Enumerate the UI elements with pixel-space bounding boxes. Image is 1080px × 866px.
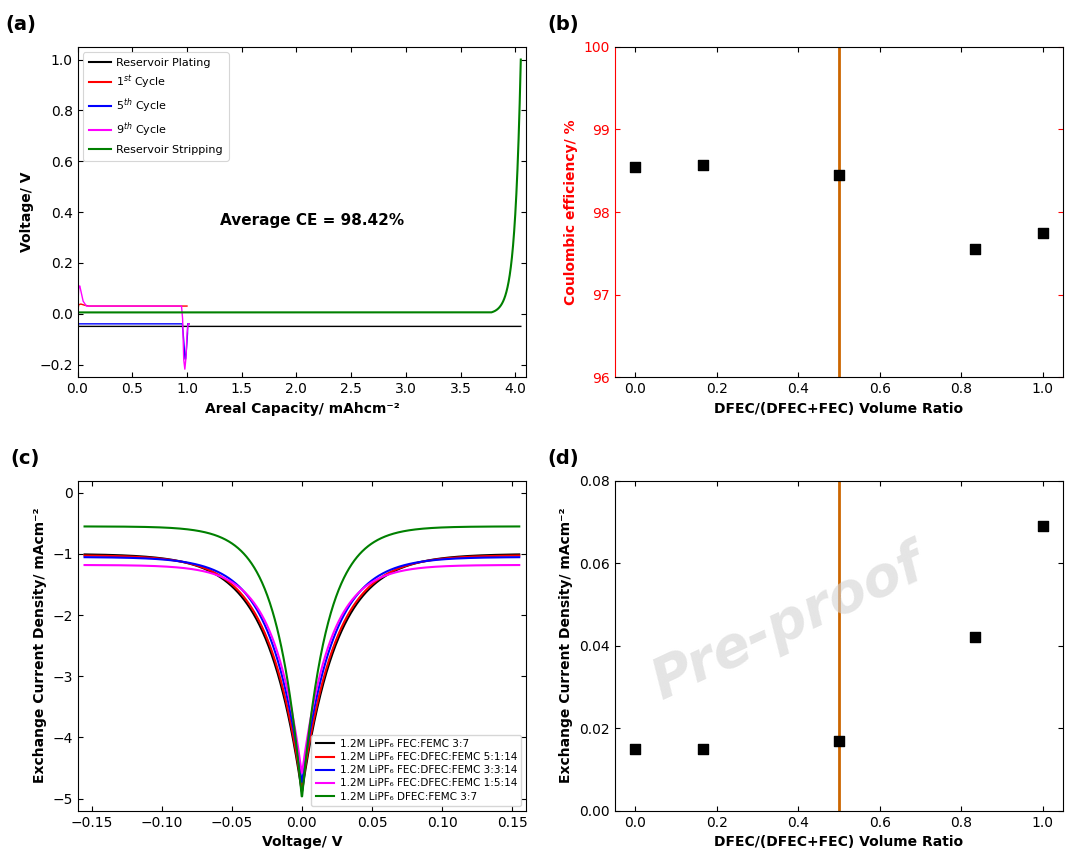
X-axis label: DFEC/(DFEC+FEC) Volume Ratio: DFEC/(DFEC+FEC) Volume Ratio — [714, 836, 963, 850]
Y-axis label: Exchange Current Density/ mAcm⁻²: Exchange Current Density/ mAcm⁻² — [559, 508, 573, 784]
Point — [967, 242, 984, 256]
Point — [694, 158, 712, 171]
Text: Pre-proof: Pre-proof — [644, 537, 933, 710]
Point — [831, 734, 848, 747]
Y-axis label: Coulombic efficiency/ %: Coulombic efficiency/ % — [564, 120, 578, 305]
Point — [1035, 519, 1052, 533]
Y-axis label: Exchange Current Density/ mAcm⁻²: Exchange Current Density/ mAcm⁻² — [32, 508, 46, 784]
X-axis label: DFEC/(DFEC+FEC) Volume Ratio: DFEC/(DFEC+FEC) Volume Ratio — [714, 402, 963, 416]
Text: (d): (d) — [548, 449, 579, 468]
Point — [626, 742, 644, 756]
Legend: Reservoir Plating, 1$^{st}$ Cycle, 5$^{th}$ Cycle, 9$^{th}$ Cycle, Reservoir Str: Reservoir Plating, 1$^{st}$ Cycle, 5$^{t… — [83, 52, 229, 160]
Text: (b): (b) — [548, 16, 579, 35]
Point — [831, 168, 848, 182]
Text: (a): (a) — [5, 16, 37, 35]
Y-axis label: Voltage/ V: Voltage/ V — [19, 171, 33, 252]
Point — [967, 630, 984, 644]
Point — [1035, 226, 1052, 240]
Point — [694, 742, 712, 756]
Legend: 1.2M LiPF₆ FEC:FEMC 3:7, 1.2M LiPF₆ FEC:DFEC:FEMC 5:1:14, 1.2M LiPF₆ FEC:DFEC:FE: 1.2M LiPF₆ FEC:FEMC 3:7, 1.2M LiPF₆ FEC:… — [311, 735, 521, 805]
Point — [626, 159, 644, 173]
X-axis label: Voltage/ V: Voltage/ V — [261, 836, 342, 850]
Text: Average CE = 98.42%: Average CE = 98.42% — [220, 213, 404, 228]
X-axis label: Areal Capacity/ mAhcm⁻²: Areal Capacity/ mAhcm⁻² — [204, 402, 400, 416]
Text: (c): (c) — [10, 449, 40, 468]
